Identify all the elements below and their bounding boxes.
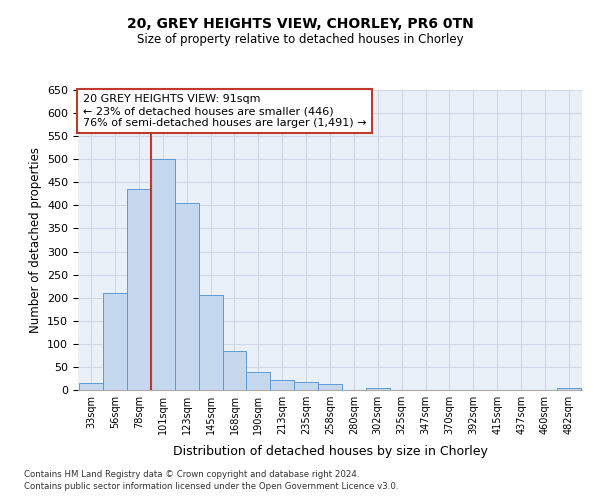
Bar bbox=[175, 203, 199, 390]
Bar bbox=[557, 388, 581, 390]
Bar bbox=[151, 159, 175, 390]
Bar bbox=[366, 388, 390, 390]
Bar bbox=[247, 372, 270, 390]
Bar bbox=[127, 189, 151, 390]
X-axis label: Distribution of detached houses by size in Chorley: Distribution of detached houses by size … bbox=[173, 446, 487, 458]
Text: Size of property relative to detached houses in Chorley: Size of property relative to detached ho… bbox=[137, 32, 463, 46]
Bar bbox=[318, 384, 342, 390]
Bar bbox=[79, 383, 103, 390]
Bar bbox=[270, 380, 294, 390]
Bar bbox=[103, 293, 127, 390]
Bar bbox=[199, 296, 223, 390]
Text: Contains public sector information licensed under the Open Government Licence v3: Contains public sector information licen… bbox=[24, 482, 398, 491]
Y-axis label: Number of detached properties: Number of detached properties bbox=[29, 147, 41, 333]
Bar bbox=[294, 382, 318, 390]
Text: 20 GREY HEIGHTS VIEW: 91sqm
← 23% of detached houses are smaller (446)
76% of se: 20 GREY HEIGHTS VIEW: 91sqm ← 23% of det… bbox=[83, 94, 367, 128]
Text: Contains HM Land Registry data © Crown copyright and database right 2024.: Contains HM Land Registry data © Crown c… bbox=[24, 470, 359, 479]
Bar bbox=[223, 351, 247, 390]
Text: 20, GREY HEIGHTS VIEW, CHORLEY, PR6 0TN: 20, GREY HEIGHTS VIEW, CHORLEY, PR6 0TN bbox=[127, 18, 473, 32]
